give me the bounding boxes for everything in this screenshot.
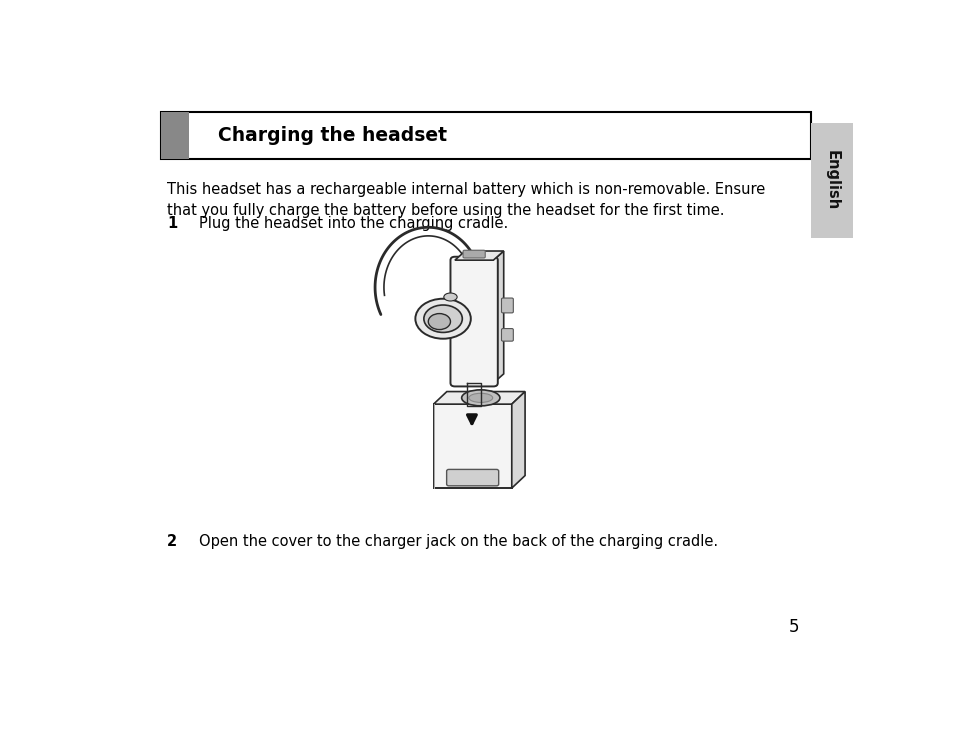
Text: Charging the headset: Charging the headset bbox=[217, 126, 446, 145]
Bar bbox=[161, 112, 190, 159]
Ellipse shape bbox=[443, 293, 456, 301]
Text: Open the cover to the charger jack on the back of the charging cradle.: Open the cover to the charger jack on th… bbox=[199, 533, 718, 548]
FancyBboxPatch shape bbox=[501, 329, 513, 341]
Ellipse shape bbox=[461, 390, 499, 406]
Ellipse shape bbox=[423, 305, 462, 332]
Text: English: English bbox=[823, 151, 839, 211]
Text: 1: 1 bbox=[167, 216, 177, 231]
FancyBboxPatch shape bbox=[446, 470, 498, 486]
Text: 2: 2 bbox=[167, 533, 177, 548]
Polygon shape bbox=[493, 251, 503, 383]
FancyBboxPatch shape bbox=[450, 257, 497, 387]
Bar bbox=[810, 123, 853, 237]
Text: 5: 5 bbox=[787, 618, 798, 637]
Ellipse shape bbox=[428, 314, 450, 329]
Polygon shape bbox=[511, 392, 524, 488]
Bar bbox=[161, 112, 810, 159]
Polygon shape bbox=[433, 392, 524, 404]
Ellipse shape bbox=[415, 299, 471, 338]
FancyBboxPatch shape bbox=[462, 250, 485, 258]
Text: Plug the headset into the charging cradle.: Plug the headset into the charging cradl… bbox=[199, 216, 508, 231]
Ellipse shape bbox=[468, 393, 492, 402]
FancyBboxPatch shape bbox=[501, 298, 513, 313]
Polygon shape bbox=[455, 251, 503, 260]
Text: This headset has a rechargeable internal battery which is non-removable. Ensure
: This headset has a rechargeable internal… bbox=[167, 182, 764, 218]
Polygon shape bbox=[433, 404, 511, 488]
